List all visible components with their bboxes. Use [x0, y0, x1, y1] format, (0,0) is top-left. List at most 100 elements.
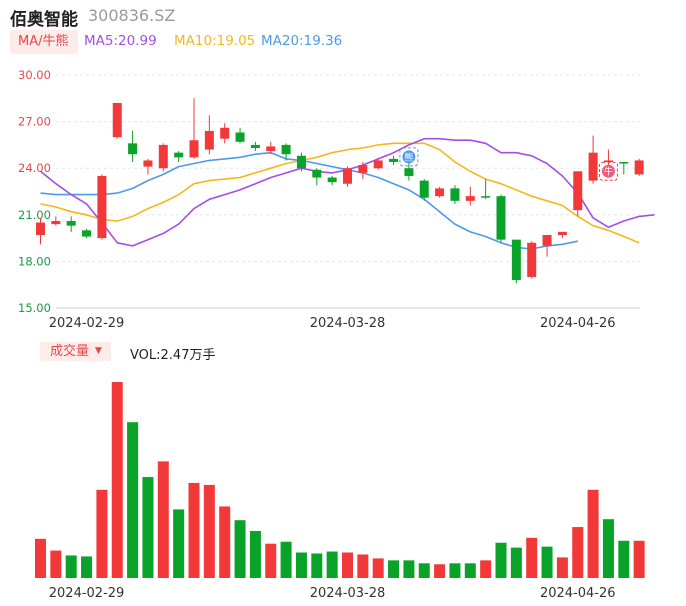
candle-body	[281, 144, 291, 155]
volume-bar	[50, 550, 62, 578]
volume-bar	[434, 564, 446, 578]
candle-body	[327, 177, 337, 183]
volume-bar	[572, 527, 584, 578]
candle	[128, 130, 138, 162]
volume-bar	[526, 537, 538, 578]
candle-body	[143, 160, 153, 167]
candle	[327, 175, 337, 186]
candle	[204, 115, 214, 155]
ma10-value: MA10:19.05	[174, 33, 256, 49]
ma-indicator-tab[interactable]: MA/牛熊	[10, 30, 78, 54]
volume-bar	[203, 484, 215, 578]
candle-body	[481, 196, 491, 198]
candle-body	[573, 171, 583, 211]
candle	[573, 171, 583, 217]
candle	[158, 143, 168, 172]
candle-body	[220, 127, 230, 139]
volume-bar	[633, 540, 645, 578]
x-tick-label: 2024-04-26	[540, 316, 616, 331]
candle	[588, 135, 598, 184]
candle-body	[465, 196, 475, 201]
marker-dot	[402, 150, 416, 164]
candle-body	[634, 160, 644, 175]
volume-bar	[342, 552, 353, 578]
candle-body	[404, 168, 414, 176]
ma20-line	[40, 151, 578, 250]
volume-bar	[295, 552, 307, 578]
y-tick-label: 15.00	[18, 301, 51, 315]
volume-bar	[280, 541, 292, 578]
candle	[389, 155, 399, 166]
x-tick-label: 2024-02-29	[49, 316, 125, 331]
volume-bar	[495, 542, 507, 578]
candle-body	[112, 102, 122, 138]
candle	[465, 186, 475, 206]
volume-bars-group	[35, 382, 645, 578]
candle	[250, 141, 260, 152]
volume-bar	[326, 551, 338, 578]
candle-body	[527, 242, 537, 277]
volume-bar	[157, 461, 169, 578]
candle	[36, 217, 45, 245]
volume-bar	[173, 509, 185, 578]
y-tick-label: 18.00	[18, 254, 51, 268]
volume-bar	[403, 560, 415, 578]
candle	[266, 141, 276, 155]
y-tick-label: 24.00	[18, 161, 51, 175]
candle-body	[312, 169, 322, 178]
volume-bar	[127, 422, 139, 578]
candle-body	[450, 188, 460, 201]
candle-body	[66, 221, 76, 226]
candle	[419, 179, 429, 201]
candle-body	[266, 146, 276, 152]
candle-body	[557, 231, 567, 235]
candle	[542, 234, 552, 257]
candle-body	[158, 144, 168, 169]
candle-body	[250, 144, 260, 149]
candle-body	[296, 155, 306, 169]
candle-body	[36, 222, 45, 235]
volume-bar	[464, 563, 476, 578]
candle-body	[419, 180, 429, 198]
candle	[112, 102, 122, 139]
candle-body	[389, 158, 399, 162]
volume-bar	[541, 546, 553, 578]
bull-badge-icon: 牛	[598, 161, 618, 181]
candle	[296, 152, 306, 172]
x-tick-label: 2024-04-26	[540, 586, 616, 601]
candle	[481, 179, 491, 200]
candle	[373, 158, 383, 170]
candle	[174, 151, 184, 162]
volume-bar	[81, 556, 93, 578]
candle-body	[435, 188, 445, 197]
candle	[312, 168, 322, 186]
stock-code: 300836.SZ	[88, 6, 176, 25]
candle-body	[603, 160, 613, 162]
candle-body	[204, 130, 214, 150]
candle	[527, 241, 537, 279]
ma10-line	[40, 142, 640, 244]
candle-body	[189, 140, 199, 158]
volume-bar	[96, 489, 108, 578]
y-tick-label: 27.00	[18, 115, 51, 129]
volume-bar	[249, 530, 261, 578]
volume-bar	[480, 560, 492, 578]
y-tick-label: 30.00	[18, 68, 51, 82]
candle	[281, 143, 291, 161]
volume-bar	[602, 519, 614, 578]
candle-body	[82, 230, 92, 237]
candle-body	[174, 152, 184, 158]
volume-bar	[311, 553, 323, 578]
volume-bar	[65, 555, 77, 578]
volume-bar	[372, 558, 384, 578]
candle-body	[496, 196, 506, 240]
volume-indicator-tab[interactable]: 成交量 ▼	[40, 342, 111, 361]
bear-badge-icon: 熊	[399, 147, 419, 167]
ma5-value: MA5:20.99	[84, 33, 157, 49]
candle	[51, 216, 61, 226]
candle	[235, 127, 245, 144]
volume-tab-label: 成交量	[50, 344, 90, 359]
candle-body	[511, 239, 521, 281]
marker-frame	[399, 147, 419, 167]
